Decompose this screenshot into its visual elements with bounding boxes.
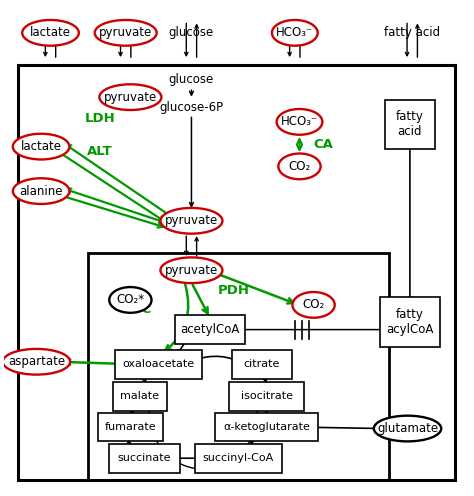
Text: succinyl-CoA: succinyl-CoA: [203, 453, 274, 463]
FancyBboxPatch shape: [385, 100, 435, 149]
Text: HCO₃⁻: HCO₃⁻: [276, 26, 313, 39]
Text: lactate: lactate: [21, 140, 62, 153]
FancyBboxPatch shape: [175, 315, 246, 344]
Text: PDH: PDH: [217, 284, 249, 297]
Ellipse shape: [109, 287, 152, 313]
FancyBboxPatch shape: [115, 350, 202, 378]
Text: α-ketoglutarate: α-ketoglutarate: [223, 422, 310, 432]
FancyBboxPatch shape: [195, 444, 282, 473]
Ellipse shape: [95, 20, 157, 46]
Text: glucose-6P: glucose-6P: [159, 101, 224, 114]
FancyBboxPatch shape: [98, 413, 163, 441]
Text: CO₂: CO₂: [302, 299, 325, 311]
Text: fatty acid: fatty acid: [384, 26, 440, 39]
Text: alanine: alanine: [19, 185, 63, 197]
Text: fatty
acylCoA: fatty acylCoA: [386, 308, 434, 336]
FancyBboxPatch shape: [113, 382, 167, 411]
Text: LDH: LDH: [84, 112, 115, 125]
Ellipse shape: [292, 292, 335, 318]
Ellipse shape: [22, 20, 79, 46]
FancyBboxPatch shape: [380, 298, 439, 347]
Text: CA: CA: [314, 137, 334, 151]
Text: pyruvate: pyruvate: [165, 214, 218, 227]
Text: aspartate: aspartate: [8, 355, 65, 368]
Ellipse shape: [13, 178, 69, 204]
Text: ALT: ALT: [87, 145, 113, 158]
Text: pyruvate: pyruvate: [165, 264, 218, 277]
Text: PC: PC: [132, 304, 152, 316]
Text: oxaloacetate: oxaloacetate: [122, 359, 195, 369]
Ellipse shape: [278, 154, 320, 179]
Text: pyruvate: pyruvate: [99, 26, 152, 39]
Ellipse shape: [160, 208, 222, 234]
Text: CO₂*: CO₂*: [116, 294, 145, 307]
Ellipse shape: [272, 20, 318, 46]
Text: isocitrate: isocitrate: [241, 391, 292, 401]
Text: malate: malate: [120, 391, 159, 401]
Ellipse shape: [13, 134, 69, 160]
Text: fumarate: fumarate: [105, 422, 156, 432]
Ellipse shape: [277, 109, 322, 135]
FancyBboxPatch shape: [232, 350, 292, 378]
Text: glucose: glucose: [169, 26, 214, 39]
FancyBboxPatch shape: [109, 444, 180, 473]
Text: succinate: succinate: [118, 453, 171, 463]
Text: citrate: citrate: [244, 359, 280, 369]
Text: glucose: glucose: [169, 73, 214, 86]
Text: pyruvate: pyruvate: [104, 91, 157, 104]
Ellipse shape: [374, 416, 441, 441]
Text: lactate: lactate: [30, 26, 71, 39]
Text: CO₂: CO₂: [288, 160, 310, 173]
Ellipse shape: [160, 257, 222, 283]
Text: HCO₃⁻: HCO₃⁻: [281, 116, 318, 128]
Text: fatty
acid: fatty acid: [396, 110, 424, 138]
Text: acetylCoA: acetylCoA: [181, 323, 240, 336]
Ellipse shape: [3, 349, 70, 374]
FancyBboxPatch shape: [229, 382, 304, 411]
FancyBboxPatch shape: [215, 413, 318, 441]
Text: glutamate: glutamate: [377, 422, 438, 435]
Ellipse shape: [100, 84, 161, 110]
